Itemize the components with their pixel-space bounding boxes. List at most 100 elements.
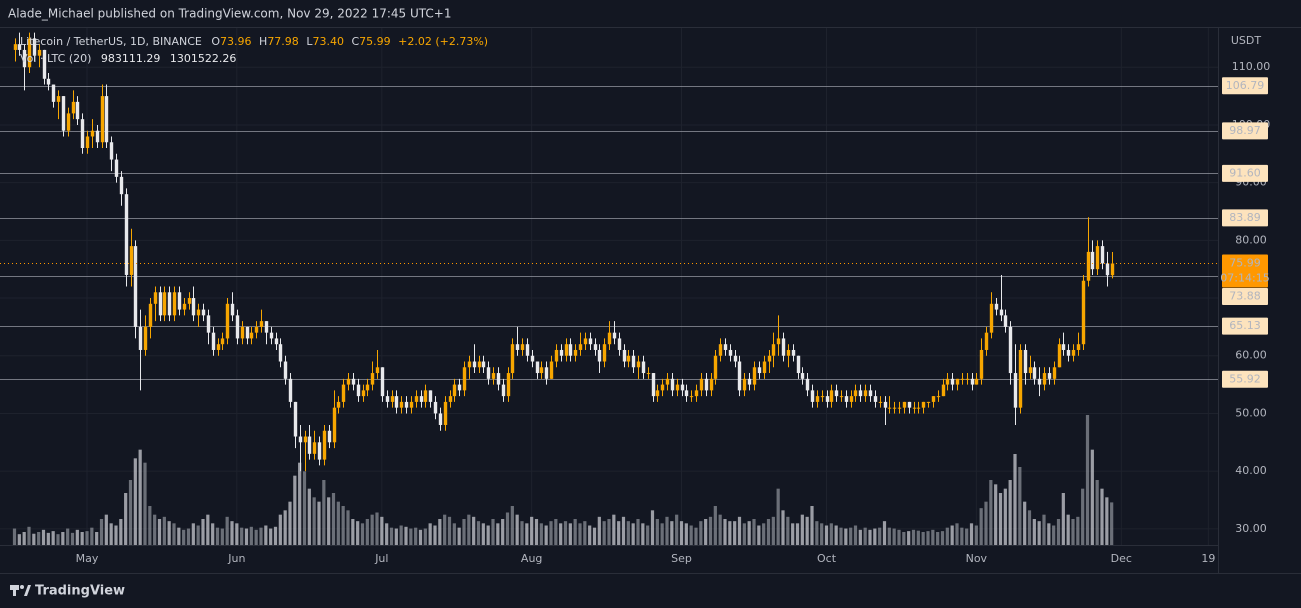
volume-bar bbox=[452, 523, 456, 545]
volume-bar bbox=[1105, 497, 1109, 545]
candle-body bbox=[1095, 246, 1100, 270]
volume-bar bbox=[684, 523, 688, 545]
x-tick-label: May bbox=[76, 552, 99, 565]
candle-body bbox=[665, 378, 670, 385]
volume-bar bbox=[312, 497, 316, 545]
volume-bar bbox=[892, 528, 896, 545]
volume-bar bbox=[699, 521, 703, 545]
volume-bar bbox=[559, 523, 563, 545]
level-label-box bbox=[1222, 287, 1268, 305]
volume-bar bbox=[244, 528, 249, 545]
level-label-box bbox=[1222, 122, 1268, 140]
brand-logo bbox=[10, 585, 31, 596]
level-label-box bbox=[1222, 317, 1268, 335]
candle-body bbox=[970, 378, 975, 385]
volume-bar bbox=[795, 523, 800, 545]
brand: TradingView bbox=[35, 584, 125, 599]
candle-body bbox=[143, 326, 148, 350]
candle-body bbox=[849, 396, 854, 402]
volume-bar bbox=[327, 497, 331, 545]
legend-change: +2.02 (+2.73%) bbox=[398, 35, 488, 48]
candle-body bbox=[974, 378, 979, 385]
volume-bar bbox=[984, 501, 988, 545]
volume-bar bbox=[998, 493, 1003, 545]
volume-bar bbox=[670, 521, 674, 545]
candle-body bbox=[351, 378, 356, 385]
candle-body bbox=[264, 321, 269, 333]
volume-bar bbox=[650, 510, 655, 545]
candle-body bbox=[757, 367, 762, 374]
volume-bar bbox=[815, 521, 819, 545]
volume-bar bbox=[578, 523, 582, 545]
volume-bar bbox=[85, 531, 89, 545]
x-tick-label: Jul bbox=[374, 552, 388, 565]
candle-body bbox=[375, 367, 380, 374]
volume-bar bbox=[824, 525, 829, 545]
volume-bar bbox=[1027, 510, 1032, 545]
volume-bar bbox=[341, 506, 345, 545]
volume-bar bbox=[979, 508, 983, 545]
volume-bar bbox=[259, 527, 263, 545]
candle-body bbox=[206, 315, 211, 333]
volume-bar bbox=[612, 514, 616, 545]
level-label: 106.79 bbox=[1226, 79, 1265, 92]
volume-bar bbox=[950, 525, 954, 545]
candle-body bbox=[680, 384, 685, 391]
candle-body bbox=[1076, 344, 1081, 350]
volume-bar bbox=[969, 523, 974, 545]
volume-bar bbox=[196, 525, 200, 545]
volume-bar bbox=[293, 475, 297, 545]
volume-bar bbox=[486, 525, 490, 545]
volume-bar bbox=[534, 519, 539, 545]
candle-body bbox=[805, 378, 810, 391]
candle-body bbox=[433, 401, 438, 414]
volume-bar bbox=[32, 533, 36, 545]
candle-body bbox=[32, 38, 37, 56]
volume-bar bbox=[621, 516, 626, 545]
candle-body bbox=[336, 401, 341, 408]
candle-body bbox=[912, 407, 917, 409]
candle-body bbox=[428, 390, 433, 402]
candle-body bbox=[307, 436, 312, 454]
legend-key: H bbox=[259, 35, 267, 48]
legend-value: 77.98 bbox=[267, 35, 299, 48]
candle-body bbox=[936, 396, 941, 398]
candle-body bbox=[399, 401, 404, 408]
level-label: 65.13 bbox=[1229, 319, 1261, 332]
volume-bar bbox=[563, 521, 568, 545]
candle-body bbox=[965, 378, 970, 380]
volume-bar bbox=[660, 523, 664, 545]
volume-bar bbox=[80, 532, 84, 545]
candle-body bbox=[1057, 344, 1062, 368]
volume-bar bbox=[752, 519, 756, 545]
volume-bar bbox=[182, 529, 186, 545]
candle-body bbox=[191, 298, 196, 316]
volume-bar bbox=[776, 488, 780, 545]
candle-body bbox=[245, 326, 250, 339]
volume-bar bbox=[849, 527, 853, 545]
volume-bar bbox=[298, 462, 302, 545]
legend-key: O bbox=[211, 35, 220, 48]
candle-body bbox=[999, 309, 1004, 316]
candle-body bbox=[390, 396, 395, 402]
volume-bar bbox=[713, 506, 717, 545]
volume-bar bbox=[844, 528, 848, 545]
volume-bar bbox=[786, 516, 790, 545]
volume-bar bbox=[974, 525, 978, 545]
volume-bar bbox=[1018, 467, 1022, 545]
last-price-box bbox=[1222, 254, 1268, 288]
candle-body bbox=[651, 373, 656, 397]
volume-value: 983111.29 bbox=[101, 52, 161, 65]
candle-body bbox=[863, 390, 868, 397]
volume-bar bbox=[428, 523, 432, 545]
candle-body bbox=[602, 344, 607, 362]
candle-body bbox=[1100, 246, 1105, 264]
volume-bar bbox=[655, 519, 659, 545]
candle-body bbox=[312, 442, 317, 454]
volume-bar bbox=[22, 532, 26, 545]
volume-bar bbox=[278, 514, 282, 545]
candle-body bbox=[684, 390, 689, 397]
candle-body bbox=[477, 361, 482, 368]
volume-bar bbox=[404, 526, 408, 545]
x-tick-label: Sep bbox=[671, 552, 692, 565]
